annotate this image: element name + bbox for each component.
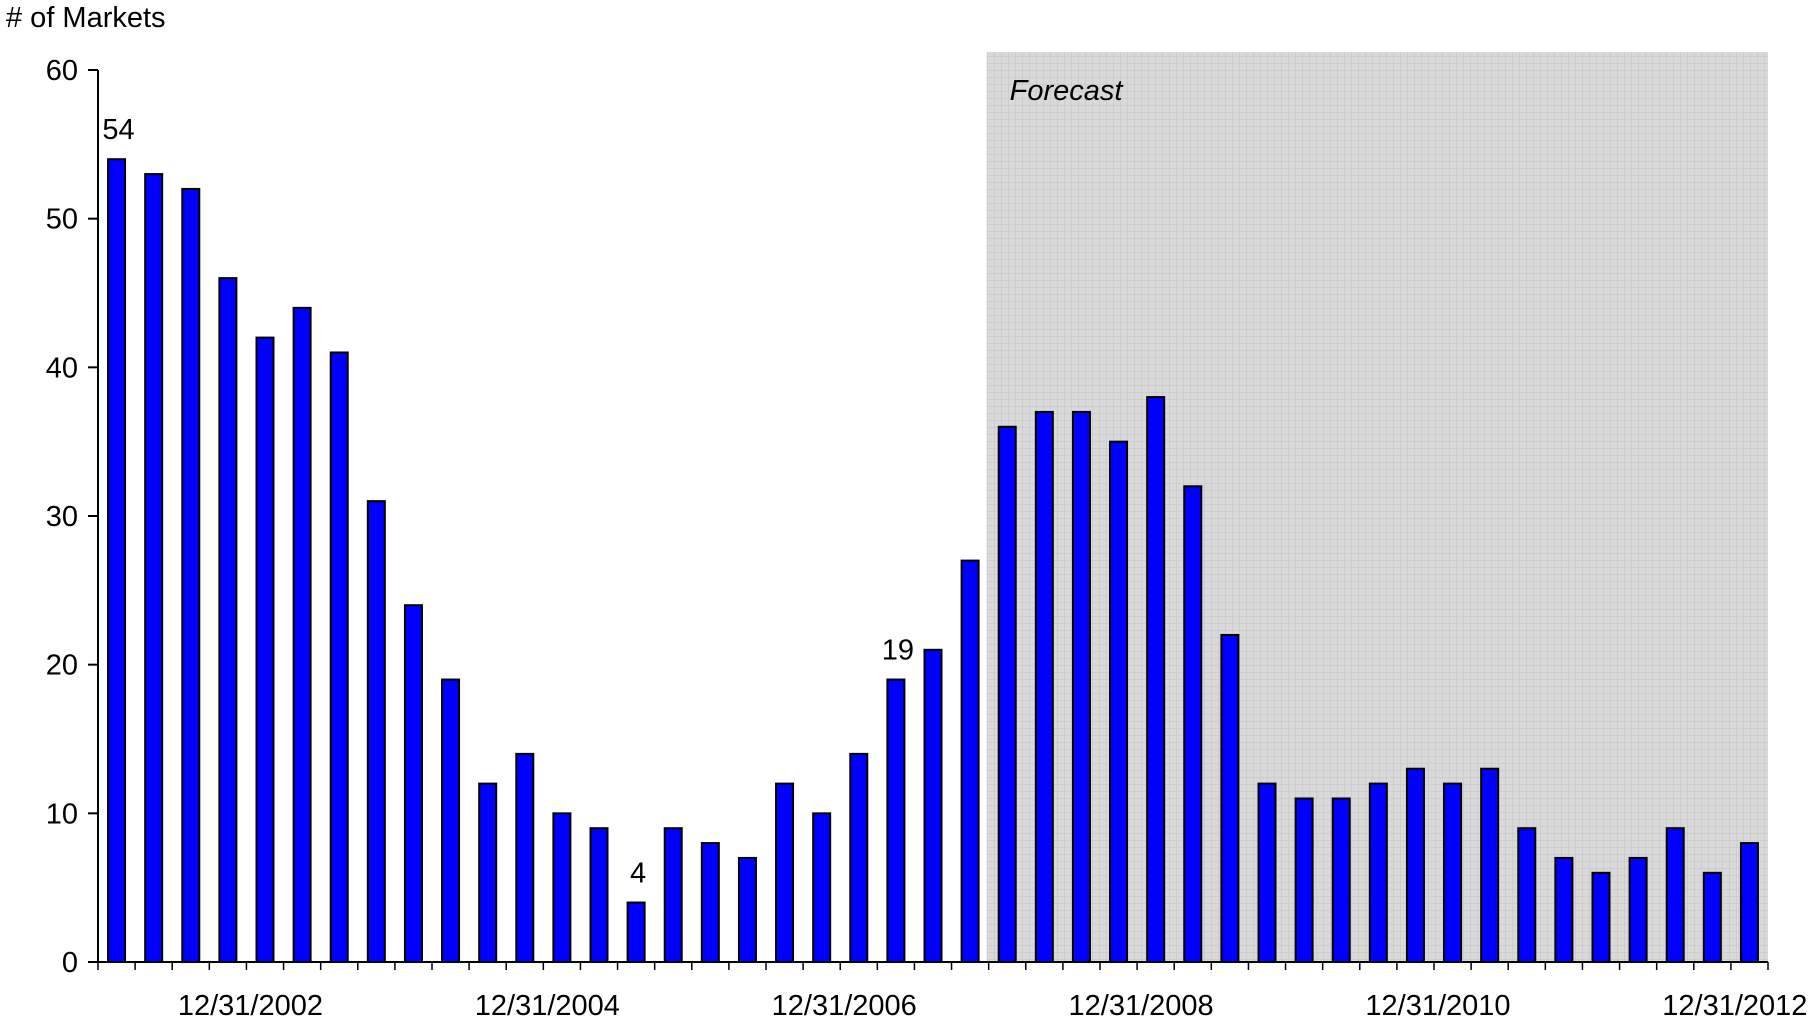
bar xyxy=(144,173,164,963)
bar xyxy=(849,752,869,963)
bar xyxy=(403,604,423,963)
bar xyxy=(552,812,572,964)
bar xyxy=(663,827,683,964)
forecast-label: Forecast xyxy=(1010,75,1125,107)
bar xyxy=(515,752,535,963)
bar xyxy=(1034,410,1054,963)
bar xyxy=(366,500,386,963)
bar xyxy=(775,782,795,963)
bar xyxy=(1331,797,1351,963)
x-tick-label: 12/31/2008 xyxy=(1069,990,1214,1022)
y-axis-title: # of Markets xyxy=(6,2,166,34)
x-tick-label: 12/31/2012 xyxy=(1662,990,1807,1022)
data-label: 4 xyxy=(630,858,646,890)
y-axis: 0 10 20 30 40 50 60 xyxy=(46,55,99,979)
bar xyxy=(292,306,312,963)
x-tick-label: 12/31/2006 xyxy=(772,990,917,1022)
bar xyxy=(329,351,349,964)
bar xyxy=(923,648,943,963)
y-tick-label: 30 xyxy=(46,501,78,533)
bar xyxy=(1702,871,1722,963)
bar xyxy=(700,842,720,964)
bar xyxy=(107,158,127,963)
x-tick-label: 12/31/2002 xyxy=(178,990,323,1022)
bar xyxy=(737,856,757,963)
bar xyxy=(441,678,461,964)
bar xyxy=(1109,440,1129,964)
bar xyxy=(1517,827,1537,964)
y-tick-label: 10 xyxy=(46,798,78,830)
y-tick-label: 50 xyxy=(46,204,78,236)
bar xyxy=(218,277,238,963)
bar xyxy=(1071,410,1091,963)
bar xyxy=(626,901,646,964)
bar xyxy=(255,336,275,964)
bar xyxy=(1739,842,1759,964)
bar xyxy=(1146,396,1166,963)
bar xyxy=(1294,797,1314,963)
bar xyxy=(1554,856,1574,963)
bar xyxy=(181,187,201,963)
data-label: 54 xyxy=(102,114,134,146)
bar xyxy=(960,559,980,963)
bar xyxy=(1443,782,1463,963)
bar xyxy=(1368,782,1388,963)
x-axis: 12/31/2002 12/31/2004 12/31/2006 12/31/2008… xyxy=(97,961,1807,1022)
bar xyxy=(1183,485,1203,963)
data-label: 19 xyxy=(882,635,914,667)
bar xyxy=(1628,856,1648,963)
y-tick-label: 40 xyxy=(46,352,78,384)
data-labels-group: 54 4 19 xyxy=(102,114,914,889)
x-tick-label: 12/31/2004 xyxy=(475,990,620,1022)
bar xyxy=(1480,767,1500,963)
bar xyxy=(812,812,832,964)
bar xyxy=(1257,782,1277,963)
bar xyxy=(1405,767,1425,963)
bar xyxy=(1220,633,1240,963)
bar xyxy=(1665,827,1685,964)
bar xyxy=(997,425,1017,963)
bar xyxy=(1591,871,1611,963)
y-tick-label: 60 xyxy=(46,55,78,87)
y-tick-label: 0 xyxy=(62,947,78,979)
y-tick-label: 20 xyxy=(46,650,78,682)
bar xyxy=(478,782,498,963)
bar xyxy=(886,678,906,964)
bar xyxy=(589,827,609,964)
x-tick-label: 12/31/2010 xyxy=(1365,990,1510,1022)
